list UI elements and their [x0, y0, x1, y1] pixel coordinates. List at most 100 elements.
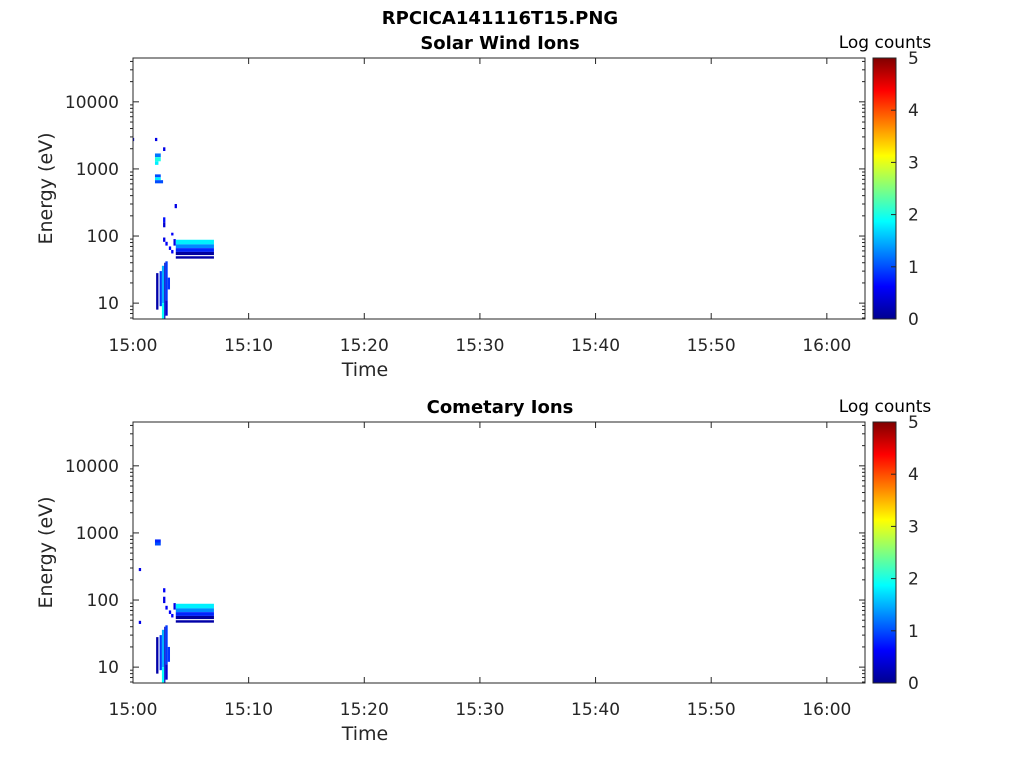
- data-cell: [175, 615, 214, 620]
- x-tick-label: 16:00: [802, 700, 851, 720]
- data-cell: [165, 300, 168, 316]
- x-tick-label: 15:40: [571, 700, 620, 720]
- data-cell: [175, 251, 214, 256]
- colorbar-tick-label: 2: [908, 570, 919, 590]
- data-cell: [154, 161, 159, 165]
- data-cell: [154, 137, 158, 142]
- data-cell: [171, 232, 174, 236]
- plot-frame: [132, 57, 866, 320]
- data-cell: [154, 177, 161, 181]
- data-cell: [159, 635, 162, 671]
- data-cell: [154, 157, 161, 162]
- data-cell: [175, 612, 214, 616]
- x-tick-label: 15:30: [455, 336, 504, 356]
- data-cell: [154, 153, 161, 158]
- data-cell: [167, 646, 171, 662]
- data-cell: [163, 222, 166, 228]
- data-cell: [138, 568, 142, 572]
- data-cell: [138, 620, 142, 624]
- data-cell: [164, 262, 166, 319]
- data-cell: [167, 277, 171, 290]
- data-cell: [161, 667, 165, 683]
- x-tick-label: 15:10: [224, 700, 273, 720]
- data-cell: [171, 613, 174, 618]
- y-tick-label: 10: [97, 658, 119, 678]
- y-tick-label: 1000: [76, 160, 119, 180]
- y-tick-label: 100: [87, 227, 119, 247]
- x-tick-label: 15:00: [109, 700, 158, 720]
- colorbar-tick-label: 2: [908, 206, 919, 226]
- data-cell: [171, 249, 174, 254]
- data-cell: [163, 237, 166, 242]
- colorbar: [872, 57, 897, 320]
- colorbar-tick-label: 4: [908, 465, 919, 485]
- x-tick-label: 15:10: [224, 336, 273, 356]
- data-cell: [173, 239, 176, 246]
- data-cell: [165, 605, 168, 610]
- data-cell: [161, 303, 165, 319]
- colorbar-tick-label: 0: [908, 310, 919, 330]
- data-cell: [163, 217, 166, 223]
- colorbar-tick-label: 5: [908, 413, 919, 433]
- y-axis-label: Energy (eV): [35, 132, 57, 244]
- data-cell: [168, 246, 172, 250]
- x-tick-label: 15:20: [340, 700, 389, 720]
- data-cell: [133, 137, 135, 142]
- y-tick-label: 10: [97, 294, 119, 314]
- figure-title: RPCICA141116T15.PNG: [382, 8, 618, 29]
- data-cell: [161, 629, 165, 668]
- colorbar-tick-label: 3: [908, 153, 919, 173]
- data-cell: [156, 273, 159, 310]
- x-tick-label: 15:50: [687, 336, 736, 356]
- data-cell: [165, 241, 168, 246]
- y-axis-label: Energy (eV): [35, 496, 57, 608]
- panel-title: Solar Wind Ions: [420, 33, 579, 54]
- data-cell: [159, 271, 162, 307]
- colorbar-title: Log counts: [839, 33, 932, 53]
- data-cell: [164, 626, 166, 683]
- y-tick-label: 1000: [76, 524, 119, 544]
- data-cell: [175, 620, 214, 623]
- data-cell: [154, 542, 161, 546]
- data-cell: [175, 256, 214, 259]
- colorbar-tick-label: 1: [908, 622, 919, 642]
- data-cell: [156, 637, 159, 674]
- x-tick-label: 15:00: [109, 336, 158, 356]
- colorbar: [872, 421, 897, 684]
- colorbar-tick-label: 1: [908, 258, 919, 278]
- y-tick-label: 10000: [65, 93, 119, 113]
- x-axis-label: Time: [341, 723, 389, 745]
- data-cell: [154, 539, 161, 543]
- data-cell: [175, 608, 214, 613]
- x-tick-label: 15:20: [340, 336, 389, 356]
- panel-title: Cometary Ions: [427, 397, 574, 418]
- spectrogram-panel-2: 15:00 15:10 15:20 15:30 15:40 15:50 16:0010100…: [35, 397, 931, 745]
- data-cell: [163, 147, 166, 152]
- plot-frame: [132, 421, 866, 684]
- colorbar-tick-label: 5: [908, 49, 919, 69]
- data-cell: [154, 180, 164, 184]
- data-cell: [163, 596, 166, 604]
- spectrogram-panel-1: 15:00 15:10 15:20 15:30 15:40 15:50 16:0010100…: [35, 33, 931, 381]
- data-cell: [168, 610, 172, 614]
- data-cell: [163, 588, 166, 593]
- data-cell: [165, 261, 168, 301]
- data-cell: [161, 265, 165, 304]
- x-axis-label: Time: [341, 359, 389, 381]
- colorbar-tick-label: 4: [908, 101, 919, 121]
- data-cell: [165, 664, 168, 680]
- data-cell: [165, 625, 168, 665]
- data-cell: [175, 248, 214, 252]
- y-tick-label: 10000: [65, 457, 119, 477]
- colorbar-title: Log counts: [839, 397, 932, 417]
- data-cell: [175, 239, 214, 245]
- data-cell: [174, 204, 177, 209]
- data-cell: [154, 174, 161, 178]
- x-tick-label: 15:50: [687, 700, 736, 720]
- data-cell: [175, 603, 214, 609]
- y-tick-label: 100: [87, 591, 119, 611]
- data-cell: [173, 603, 176, 610]
- colorbar-tick-label: 0: [908, 674, 919, 694]
- x-tick-label: 15:30: [455, 700, 504, 720]
